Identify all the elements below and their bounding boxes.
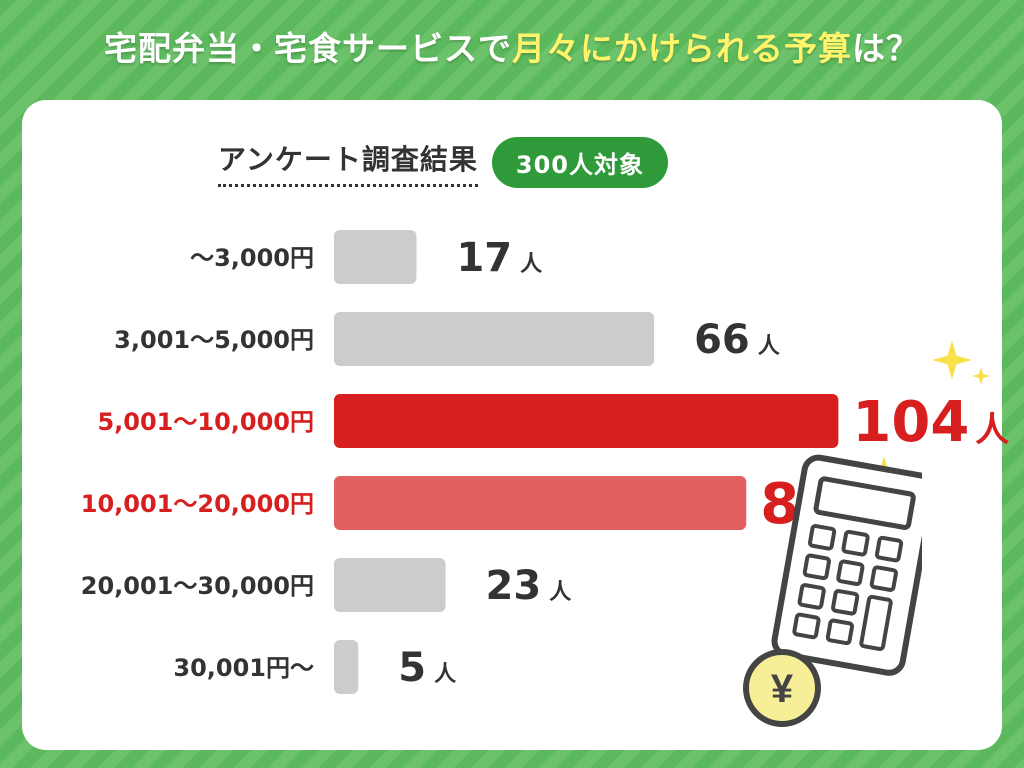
yen-coin-icon: ¥ <box>743 649 821 727</box>
bar <box>334 476 747 530</box>
bar <box>334 394 839 448</box>
calculator-icon: ¥ <box>743 454 922 727</box>
survey-subtitle: アンケート調査結果 <box>218 138 478 187</box>
subtitle-row: アンケート調査結果 300人対象 <box>218 132 668 192</box>
respondents-badge: 300人対象 <box>491 136 668 188</box>
page-title: 宅配弁当・宅食サービスで 月々にかけられる予算 は？ <box>0 0 1024 92</box>
value-label: 104 人 <box>852 390 1009 455</box>
category-label: 30,001円～ <box>173 654 314 682</box>
value-label: 23 人 <box>486 563 572 609</box>
value-label: 17 人 <box>456 235 542 281</box>
title-part1: 宅配弁当・宅食サービスで <box>104 29 512 68</box>
category-label: ～3,000円 <box>190 244 314 272</box>
category-label: 3,001～5,000円 <box>114 326 314 354</box>
title-highlight: 月々にかけられる予算 <box>512 29 852 68</box>
title-part2: は？ <box>852 29 920 68</box>
sparkle-icon <box>932 340 972 380</box>
bar <box>334 640 359 694</box>
category-label: 10,001～20,000円 <box>81 490 314 518</box>
bar <box>334 312 655 366</box>
bar <box>334 230 417 284</box>
sparkle-icon <box>972 367 990 385</box>
calculator-keys <box>792 524 904 652</box>
svg-text:¥: ¥ <box>771 667 794 711</box>
category-label: 20,001～30,000円 <box>81 572 314 600</box>
calculator-display <box>813 476 916 530</box>
value-label: 66 人 <box>694 317 780 363</box>
bar <box>334 558 446 612</box>
category-label: 5,001～10,000円 <box>97 408 314 436</box>
